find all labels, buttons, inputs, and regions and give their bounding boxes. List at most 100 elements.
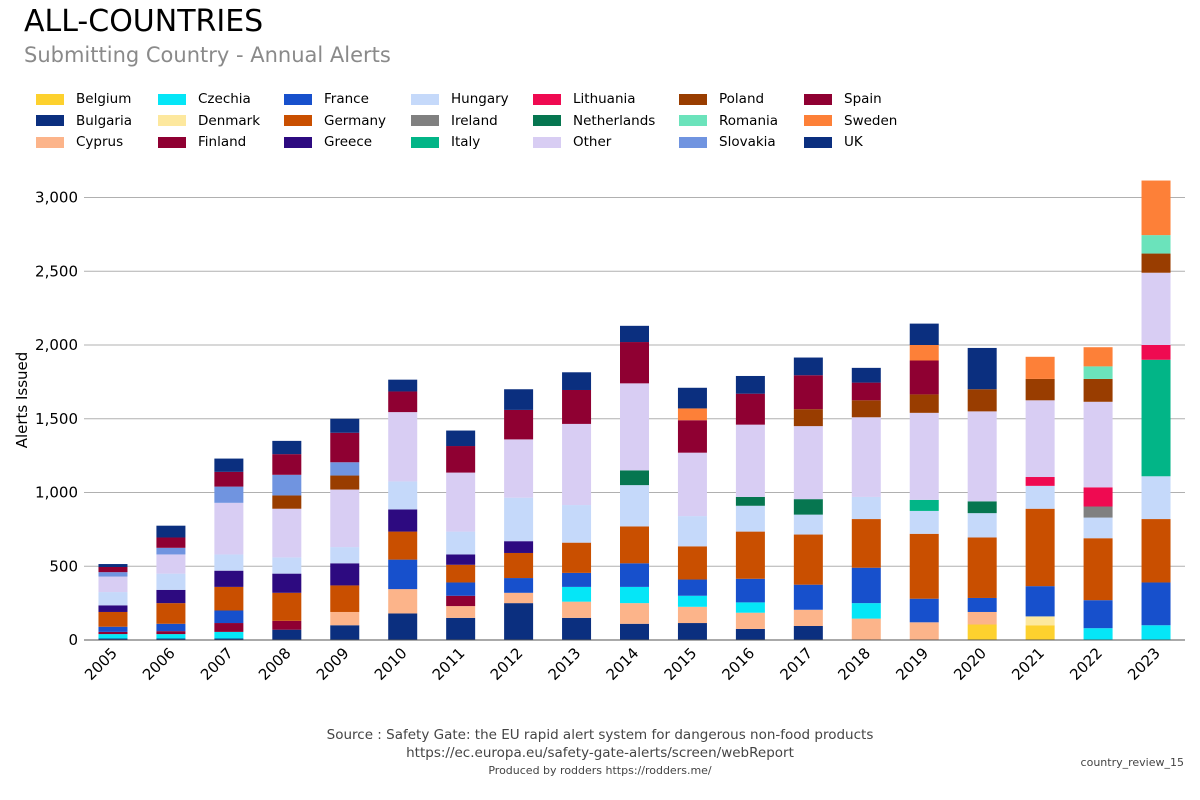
- bar-segment-uk-2005: [98, 564, 128, 567]
- bar-segment-bulgaria-2005: [98, 638, 128, 640]
- bar-segment-other-2006: [156, 554, 186, 574]
- legend-label: Slovakia: [719, 134, 776, 150]
- bar-segment-uk-2016: [735, 375, 765, 394]
- bar-segment-hungary-2018: [851, 496, 881, 520]
- bar-segment-greece-2007: [214, 570, 244, 587]
- bar-segment-other-2019: [909, 412, 939, 500]
- legend-swatch: [158, 136, 186, 148]
- bar-segment-lithuania-2022: [1083, 487, 1113, 507]
- bar-segment-bulgaria-2014: [620, 623, 649, 640]
- bar-segment-uk-2012: [504, 389, 534, 410]
- bar-segment-cyprus-2016: [735, 612, 765, 629]
- bar-segment-spain-2017: [793, 375, 823, 410]
- bar-segment-slovakia-2007: [214, 486, 244, 503]
- bar-segment-germany-2009: [330, 585, 360, 612]
- legend: Belgium Bulgaria Cyprus Czechia Denmark Finla…: [36, 90, 1186, 156]
- x-tick-label: 2019: [892, 644, 932, 684]
- bar-segment-czechia-2007: [214, 631, 244, 639]
- bar-segment-other-2018: [851, 417, 881, 497]
- bar-segment-france-2014: [620, 563, 649, 587]
- bar-segment-germany-2005: [98, 611, 128, 627]
- legend-label: Czechia: [198, 91, 251, 107]
- y-tick-label: 1,000: [35, 484, 78, 502]
- bar-segment-poland-2018: [851, 400, 881, 418]
- bar-segment-czechia-2016: [735, 602, 765, 613]
- legend-label: Bulgaria: [76, 112, 132, 129]
- legend-swatch: [804, 136, 832, 148]
- legend-item-belgium: Belgium: [36, 90, 131, 108]
- legend-swatch: [284, 93, 312, 105]
- bar-segment-poland-2019: [909, 394, 939, 413]
- x-tick-label: 2006: [139, 644, 179, 684]
- legend-label: Denmark: [198, 112, 261, 129]
- bar-segment-france-2022: [1083, 600, 1113, 629]
- bar-segment-france-2015: [677, 579, 707, 596]
- legend-swatch: [533, 93, 561, 105]
- bar-segment-cyprus-2013: [562, 601, 592, 618]
- bar-segment-greece-2011: [446, 554, 476, 565]
- legend-label: Ireland: [451, 112, 498, 129]
- bar-segment-finland-2008: [272, 620, 302, 630]
- x-tick-label: 2013: [545, 644, 585, 684]
- bar-segment-hungary-2014: [620, 485, 649, 527]
- y-tick-label: 3,000: [35, 189, 78, 207]
- legend-item-france: France: [284, 90, 369, 108]
- bar-segment-spain-2012: [504, 409, 534, 440]
- bar-segment-cyprus-2009: [330, 611, 360, 626]
- legend-swatch: [679, 93, 707, 105]
- bar-segment-hungary-2019: [909, 510, 939, 534]
- y-tick-label: 2,500: [35, 262, 78, 280]
- bar-segment-greece-2006: [156, 589, 186, 604]
- bar-segment-hungary-2023: [1141, 476, 1171, 520]
- bar-segment-germany-2018: [851, 519, 881, 568]
- legend-label: Sweden: [844, 112, 898, 129]
- legend-item-finland: Finland: [158, 133, 246, 151]
- x-tick-label: 2008: [255, 644, 295, 684]
- bar-segment-belgium-2020: [967, 624, 997, 640]
- bar-segment-other-2021: [1025, 400, 1055, 478]
- bar-segment-uk-2018: [851, 367, 881, 383]
- y-tick-label: 2,000: [35, 336, 78, 354]
- bar-segment-uk-2013: [562, 372, 592, 390]
- bar-segment-germany-2006: [156, 603, 186, 624]
- bar-segment-italy-2019: [909, 499, 939, 511]
- bar-segment-germany-2019: [909, 533, 939, 599]
- bar-segment-germany-2014: [620, 526, 649, 564]
- bar-segment-slovakia-2005: [98, 572, 128, 577]
- bar-segment-other-2009: [330, 489, 360, 548]
- bar-segment-hungary-2020: [967, 513, 997, 538]
- bar-segment-poland-2009: [330, 475, 360, 490]
- bar-segment-france-2007: [214, 610, 244, 624]
- bar-segment-other-2023: [1141, 272, 1171, 345]
- legend-label: Netherlands: [573, 112, 656, 129]
- y-tick-label: 0: [68, 631, 78, 649]
- bar-segment-bulgaria-2016: [735, 628, 765, 640]
- bar-segment-bulgaria-2007: [214, 638, 244, 640]
- bar-segment-france-2019: [909, 598, 939, 623]
- bar-segment-spain-2005: [98, 566, 128, 573]
- legend-item-uk: UK: [804, 133, 863, 151]
- legend-item-spain: Spain: [804, 90, 882, 108]
- bar-segment-spain-2018: [851, 382, 881, 401]
- legend-item-lithuania: Lithuania: [533, 90, 636, 108]
- bar-segment-sweden-2019: [909, 345, 939, 361]
- bar-segment-germany-2007: [214, 586, 244, 611]
- bar-segment-hungary-2016: [735, 505, 765, 532]
- bar-segment-bulgaria-2009: [330, 625, 360, 640]
- bar-segment-belgium-2021: [1025, 625, 1055, 640]
- legend-swatch: [284, 115, 312, 126]
- bar-segment-ireland-2022: [1083, 506, 1113, 518]
- x-tick-label: 2017: [776, 644, 816, 684]
- bar-segment-france-2013: [562, 572, 592, 587]
- bar-segment-spain-2006: [156, 537, 186, 548]
- bar-segment-hungary-2008: [272, 557, 302, 574]
- bar-segment-netherlands-2017: [793, 499, 823, 515]
- legend-swatch: [411, 136, 439, 148]
- bar-segment-spain-2009: [330, 432, 360, 463]
- bar-segment-bulgaria-2006: [156, 638, 186, 640]
- bar-segment-uk-2014: [620, 325, 649, 343]
- bar-segment-romania-2023: [1141, 235, 1171, 254]
- bar-segment-germany-2013: [562, 542, 592, 573]
- bar-segment-hungary-2006: [156, 573, 186, 590]
